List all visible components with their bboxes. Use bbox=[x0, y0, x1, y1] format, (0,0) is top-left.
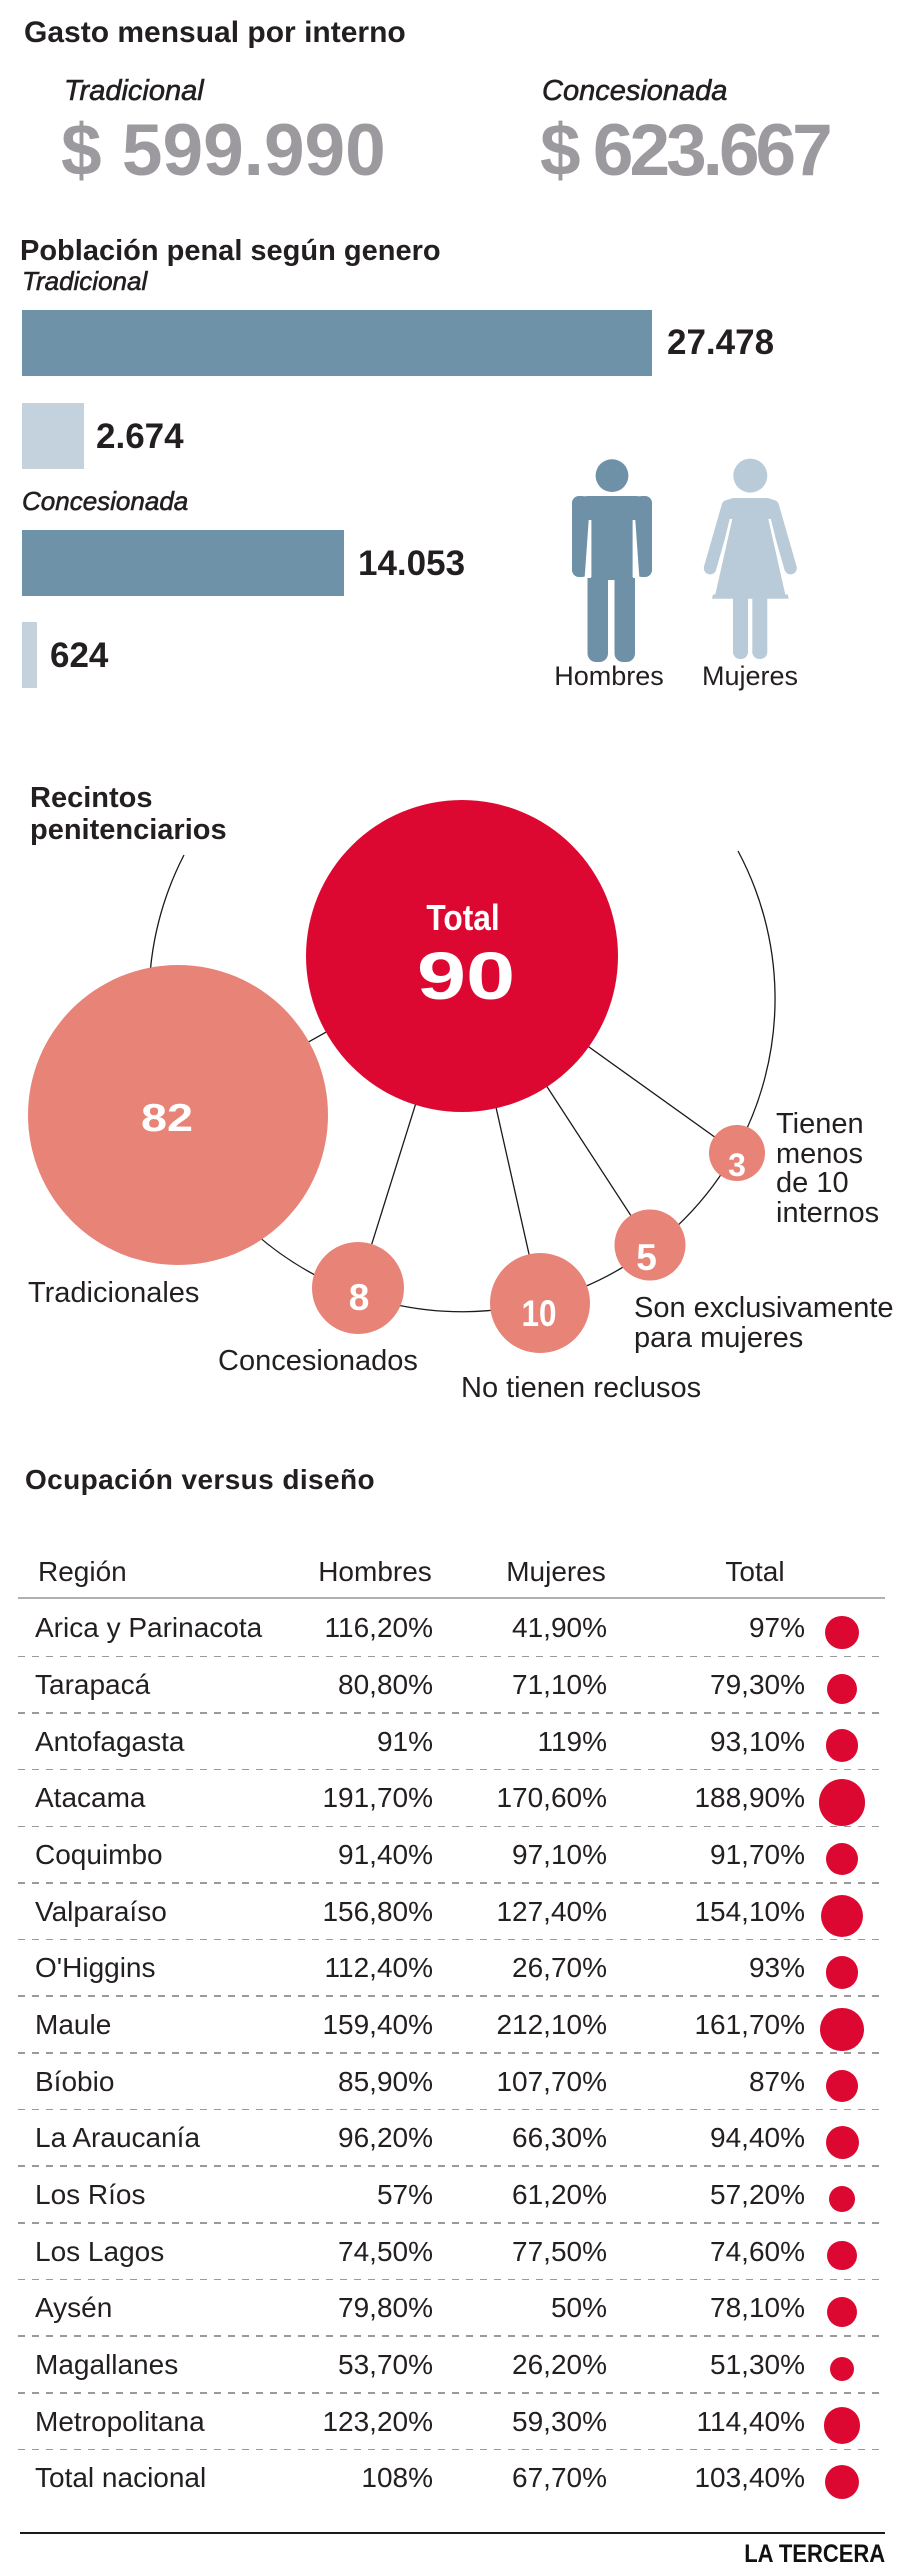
svg-text:82: 82 bbox=[141, 1097, 193, 1140]
svg-text:8: 8 bbox=[349, 1277, 370, 1318]
svg-text:90: 90 bbox=[417, 938, 515, 1013]
svg-text:3: 3 bbox=[728, 1147, 746, 1183]
svg-text:10: 10 bbox=[522, 1294, 557, 1335]
svg-text:Total: Total bbox=[426, 898, 499, 938]
svg-text:5: 5 bbox=[636, 1237, 657, 1278]
